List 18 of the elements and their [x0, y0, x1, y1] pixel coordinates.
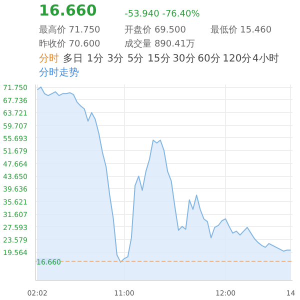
text: 3分	[107, 52, 124, 64]
text: 1分	[86, 52, 104, 64]
text: 昨收价 70.600	[38, 38, 101, 50]
text: 开盘价 69.500	[124, 24, 186, 36]
text: 120分	[222, 52, 252, 64]
chart-subtitle: -53.940 -76.40%	[124, 10, 200, 20]
text: 最高价 71.750	[38, 24, 101, 36]
text: 60分	[198, 52, 220, 64]
text: 30分	[172, 52, 196, 64]
text: 分时走势	[38, 66, 79, 78]
chart-title: 16.660	[38, 2, 97, 20]
text: 4小时	[252, 52, 279, 64]
text: 最低价 15.460	[210, 24, 272, 36]
text: 5分	[127, 52, 144, 64]
text: 分时	[38, 52, 59, 64]
text: 成交量 890.41万	[124, 38, 195, 50]
text: 多日	[62, 52, 83, 64]
text: 15分	[148, 52, 170, 64]
